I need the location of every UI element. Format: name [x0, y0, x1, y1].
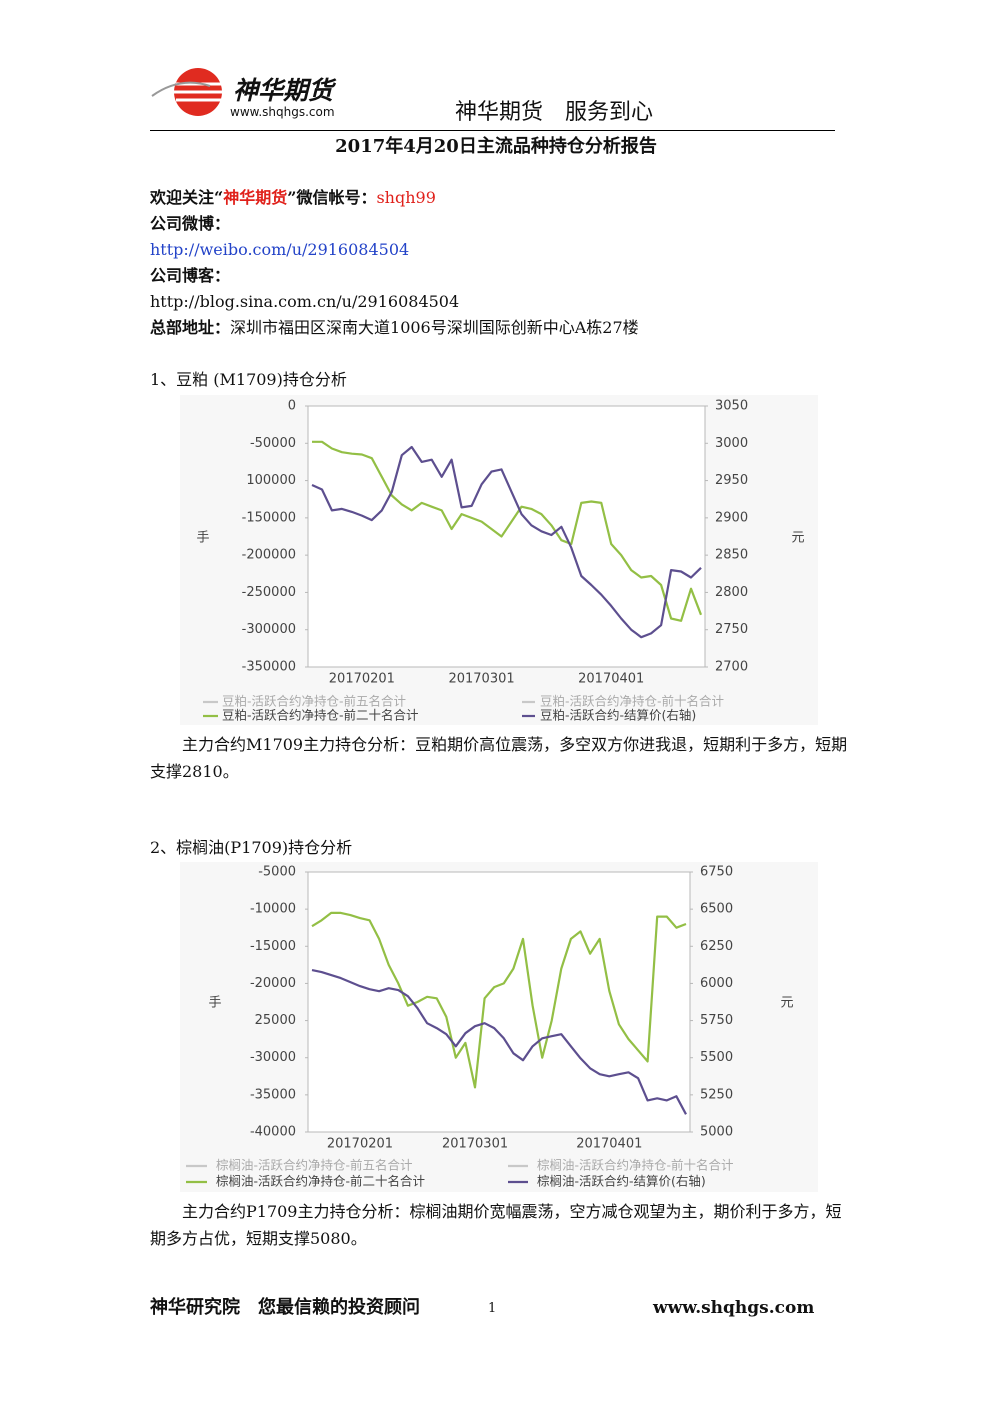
- tick-label: -35000: [250, 1087, 296, 1102]
- logo-name: 神华期货: [233, 76, 334, 105]
- tick-label: 5750: [700, 1013, 733, 1028]
- tick-label: 6250: [700, 939, 733, 954]
- x-tick-label: 20170201: [329, 672, 395, 687]
- tick-label: 2950: [715, 473, 748, 488]
- text: shqh99: [376, 188, 436, 207]
- series-line: [311, 445, 702, 639]
- tick-label: 25000: [255, 1013, 296, 1028]
- legend-label: 豆粕-活跃合约净持仓-前十名合计: [540, 694, 724, 709]
- tick-label: 6750: [700, 865, 733, 880]
- x-tick-label: 20170201: [327, 1137, 393, 1152]
- x-tick-label: 20170301: [448, 672, 514, 687]
- tick-label: -10000: [250, 902, 296, 917]
- tick-label: 0: [288, 399, 296, 414]
- footer-left: 神华研究院 您最信赖的投资顾问: [150, 1297, 420, 1318]
- y2-axis-label: 元: [791, 531, 804, 546]
- analysis: 主力合约P1709主力持仓分析：棕榈油期价宽幅震荡，空方减仓观望为主，期价利于多…: [150, 1202, 842, 1248]
- series-line: [312, 440, 703, 622]
- footer-right: www.shqhgs.com: [653, 1298, 815, 1318]
- header-rule: [150, 130, 835, 131]
- tick-label: -30000: [250, 1050, 296, 1065]
- page-number: 1: [488, 1301, 497, 1316]
- tick-label: -5000: [258, 865, 296, 880]
- report-title: 2017年4月20日主流品种持仓分析报告: [335, 136, 657, 157]
- chart: 0 -50000 100000 -150000 -200000 -250000 -30000…: [180, 395, 818, 725]
- logo-mark: [151, 68, 224, 116]
- tick-label: 3000: [715, 436, 748, 451]
- plot-area: [307, 871, 691, 1133]
- legend-label: 豆粕-活跃合约净持仓-前二十名合计: [222, 708, 419, 723]
- address-line: 总部地址：深圳市福田区深南大道1006号深圳国际创新中心A栋27楼: [150, 318, 639, 338]
- tick-label: -50000: [250, 436, 296, 451]
- tick-label: -250000: [242, 585, 296, 600]
- tick-label: 2700: [715, 660, 748, 675]
- tick-label: -15000: [250, 939, 296, 954]
- x-tick-label: 20170401: [578, 672, 644, 687]
- tick-label: 5000: [700, 1125, 733, 1140]
- tick-label: 5500: [700, 1050, 733, 1065]
- x-tick-label: 20170401: [576, 1137, 642, 1152]
- tick-label: -20000: [250, 976, 296, 991]
- y2-axis-label: 元: [780, 996, 793, 1011]
- text: 欢迎关注“: [150, 188, 224, 207]
- weibo-label: 公司微博：: [150, 214, 231, 233]
- series-line: [311, 911, 687, 1089]
- y-axis-label: 手: [208, 996, 221, 1011]
- tick-label: -300000: [242, 622, 296, 637]
- text: 神华期货: [223, 188, 288, 207]
- weibo-link[interactable]: http://weibo.com/u/2916084504: [150, 240, 410, 259]
- blog-url: http://blog.sina.com.cn/u/2916084504: [150, 292, 460, 311]
- y-axis-label: 手: [196, 531, 209, 546]
- section-heading: 1、豆粕 (M1709)持仓分析: [150, 370, 347, 389]
- tick-label: -150000: [242, 510, 296, 525]
- series-line: [311, 969, 687, 1115]
- blog-label: 公司博客：: [150, 266, 231, 285]
- tick-label: 6000: [700, 976, 733, 991]
- tick-label: 100000: [246, 473, 296, 488]
- legend-label: 棕榈油-活跃合约净持仓-前五名合计: [216, 1158, 413, 1173]
- text: 总部地址：: [150, 318, 231, 337]
- section-heading: 2、棕榈油(P1709)持仓分析: [150, 838, 353, 857]
- plot-area: [307, 405, 706, 668]
- tick-label: -350000: [242, 660, 296, 675]
- text: ”微信帐号：: [287, 188, 377, 207]
- chart: -5000 -10000 -15000 -20000 25000 -30000 -35000…: [180, 862, 818, 1192]
- legend-label: 棕榈油-活跃合约净持仓-前二十名合计: [216, 1174, 425, 1189]
- legend-label: 棕榈油-活跃合约-结算价(右轴): [537, 1174, 706, 1189]
- tick-label: -40000: [250, 1125, 296, 1140]
- tick-label: 2900: [715, 510, 748, 525]
- tick-label: 2750: [715, 622, 748, 637]
- slogan: 神华期货 服务到心: [455, 100, 654, 125]
- tick-label: 5250: [700, 1087, 733, 1102]
- logo-url: www.shqhgs.com: [230, 105, 335, 119]
- tick-label: 2850: [715, 548, 748, 563]
- wechat-line: 欢迎关注“神华期货”微信帐号：shqh99: [150, 188, 436, 208]
- legend-label: 豆粕-活跃合约-结算价(右轴): [540, 708, 696, 723]
- legend-label: 豆粕-活跃合约净持仓-前五名合计: [222, 694, 406, 709]
- analysis: 主力合约M1709主力持仓分析：豆粕期价高位震荡，多空双方你进我退，短期利于多方…: [150, 735, 848, 781]
- tick-label: 6500: [700, 902, 733, 917]
- tick-label: 3050: [715, 399, 748, 414]
- legend-label: 棕榈油-活跃合约净持仓-前十名合计: [537, 1158, 734, 1173]
- text: 深圳市福田区深南大道1006号深圳国际创新中心A栋27楼: [230, 318, 639, 337]
- tick-label: 2800: [715, 585, 748, 600]
- tick-label: -200000: [242, 548, 296, 563]
- x-tick-label: 20170301: [442, 1137, 508, 1152]
